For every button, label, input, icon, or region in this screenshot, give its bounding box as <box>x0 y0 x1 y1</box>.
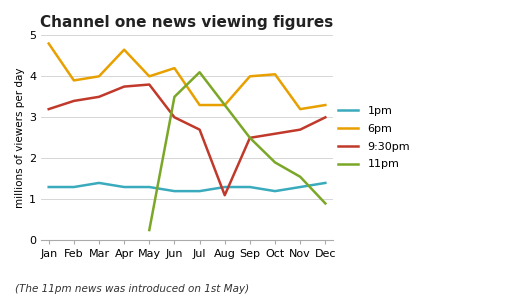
6pm <box>121 48 127 51</box>
6pm <box>272 73 278 76</box>
9:30pm <box>222 194 228 197</box>
9:30pm <box>297 128 303 131</box>
11pm <box>272 161 278 164</box>
Legend: 1pm, 6pm, 9:30pm, 11pm: 1pm, 6pm, 9:30pm, 11pm <box>338 106 410 170</box>
6pm <box>46 42 52 45</box>
Line: 11pm: 11pm <box>150 72 325 230</box>
11pm <box>297 175 303 178</box>
6pm <box>146 75 153 78</box>
11pm <box>322 202 328 205</box>
Y-axis label: millions of viewers per day: millions of viewers per day <box>15 68 25 208</box>
11pm <box>197 71 203 74</box>
1pm <box>247 185 253 189</box>
11pm <box>247 136 253 140</box>
11pm <box>222 103 228 107</box>
6pm <box>172 66 178 70</box>
Title: Channel one news viewing figures: Channel one news viewing figures <box>40 15 334 30</box>
1pm <box>71 185 77 189</box>
9:30pm <box>96 95 102 99</box>
1pm <box>96 181 102 185</box>
1pm <box>322 181 328 185</box>
6pm <box>247 75 253 78</box>
Text: (The 11pm news was introduced on 1st May): (The 11pm news was introduced on 1st May… <box>15 284 249 294</box>
Line: 9:30pm: 9:30pm <box>49 85 325 195</box>
6pm <box>197 103 203 107</box>
1pm <box>172 189 178 193</box>
9:30pm <box>121 85 127 88</box>
6pm <box>96 75 102 78</box>
6pm <box>297 107 303 111</box>
9:30pm <box>197 128 203 131</box>
1pm <box>146 185 153 189</box>
1pm <box>197 189 203 193</box>
Line: 6pm: 6pm <box>49 44 325 109</box>
9:30pm <box>272 132 278 135</box>
1pm <box>46 185 52 189</box>
9:30pm <box>146 83 153 86</box>
9:30pm <box>71 99 77 103</box>
Line: 1pm: 1pm <box>49 183 325 191</box>
9:30pm <box>172 116 178 119</box>
6pm <box>71 79 77 82</box>
9:30pm <box>322 116 328 119</box>
6pm <box>322 103 328 107</box>
6pm <box>222 103 228 107</box>
11pm <box>172 95 178 99</box>
11pm <box>146 228 153 232</box>
9:30pm <box>46 107 52 111</box>
1pm <box>121 185 127 189</box>
1pm <box>297 185 303 189</box>
1pm <box>272 189 278 193</box>
9:30pm <box>247 136 253 140</box>
1pm <box>222 185 228 189</box>
